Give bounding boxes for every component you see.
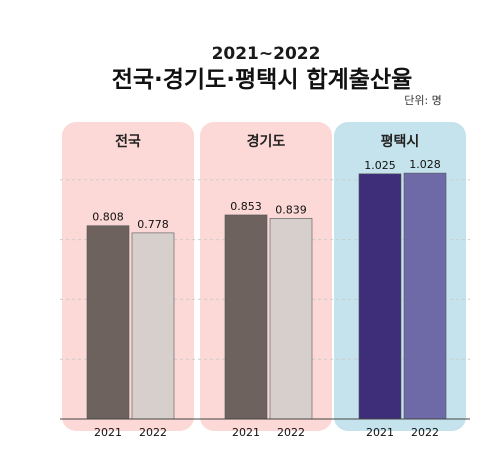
value-label-1-0: 0.853 [230, 200, 262, 213]
labels: 전국 0.808 2021 0.778 2022 경기도 0.853 2021 0.839 202… [92, 133, 441, 439]
value-label-1-1: 0.839 [275, 203, 307, 216]
year-label-0-1: 2022 [139, 426, 167, 439]
value-label-2-0: 1.025 [364, 159, 396, 172]
bars [86, 172, 447, 420]
year-label-2-0: 2021 [366, 426, 394, 439]
bar-1-1 [269, 218, 313, 420]
bar-0-0 [86, 225, 130, 420]
chart-subtitle: 2021~2022 [212, 44, 321, 64]
bar-1-0 [224, 214, 268, 420]
year-label-1-0: 2021 [232, 426, 260, 439]
value-label-2-1: 1.028 [409, 158, 441, 171]
year-label-1-1: 2022 [277, 426, 305, 439]
chart-title: 전국·경기도·평택시 합계출산율 [112, 67, 413, 93]
year-label-2-1: 2022 [411, 426, 439, 439]
unit-label: 단위: 명 [404, 94, 442, 107]
bar-0-1 [131, 232, 175, 420]
bar-2-0 [358, 173, 402, 420]
value-label-0-0: 0.808 [92, 211, 124, 224]
bar-2-1 [403, 172, 447, 420]
group-label-0: 전국 [115, 133, 141, 150]
group-label-1: 경기도 [247, 133, 286, 150]
value-label-0-1: 0.778 [137, 218, 169, 231]
group-label-2: 평택시 [381, 133, 420, 150]
year-label-0-0: 2021 [94, 426, 122, 439]
